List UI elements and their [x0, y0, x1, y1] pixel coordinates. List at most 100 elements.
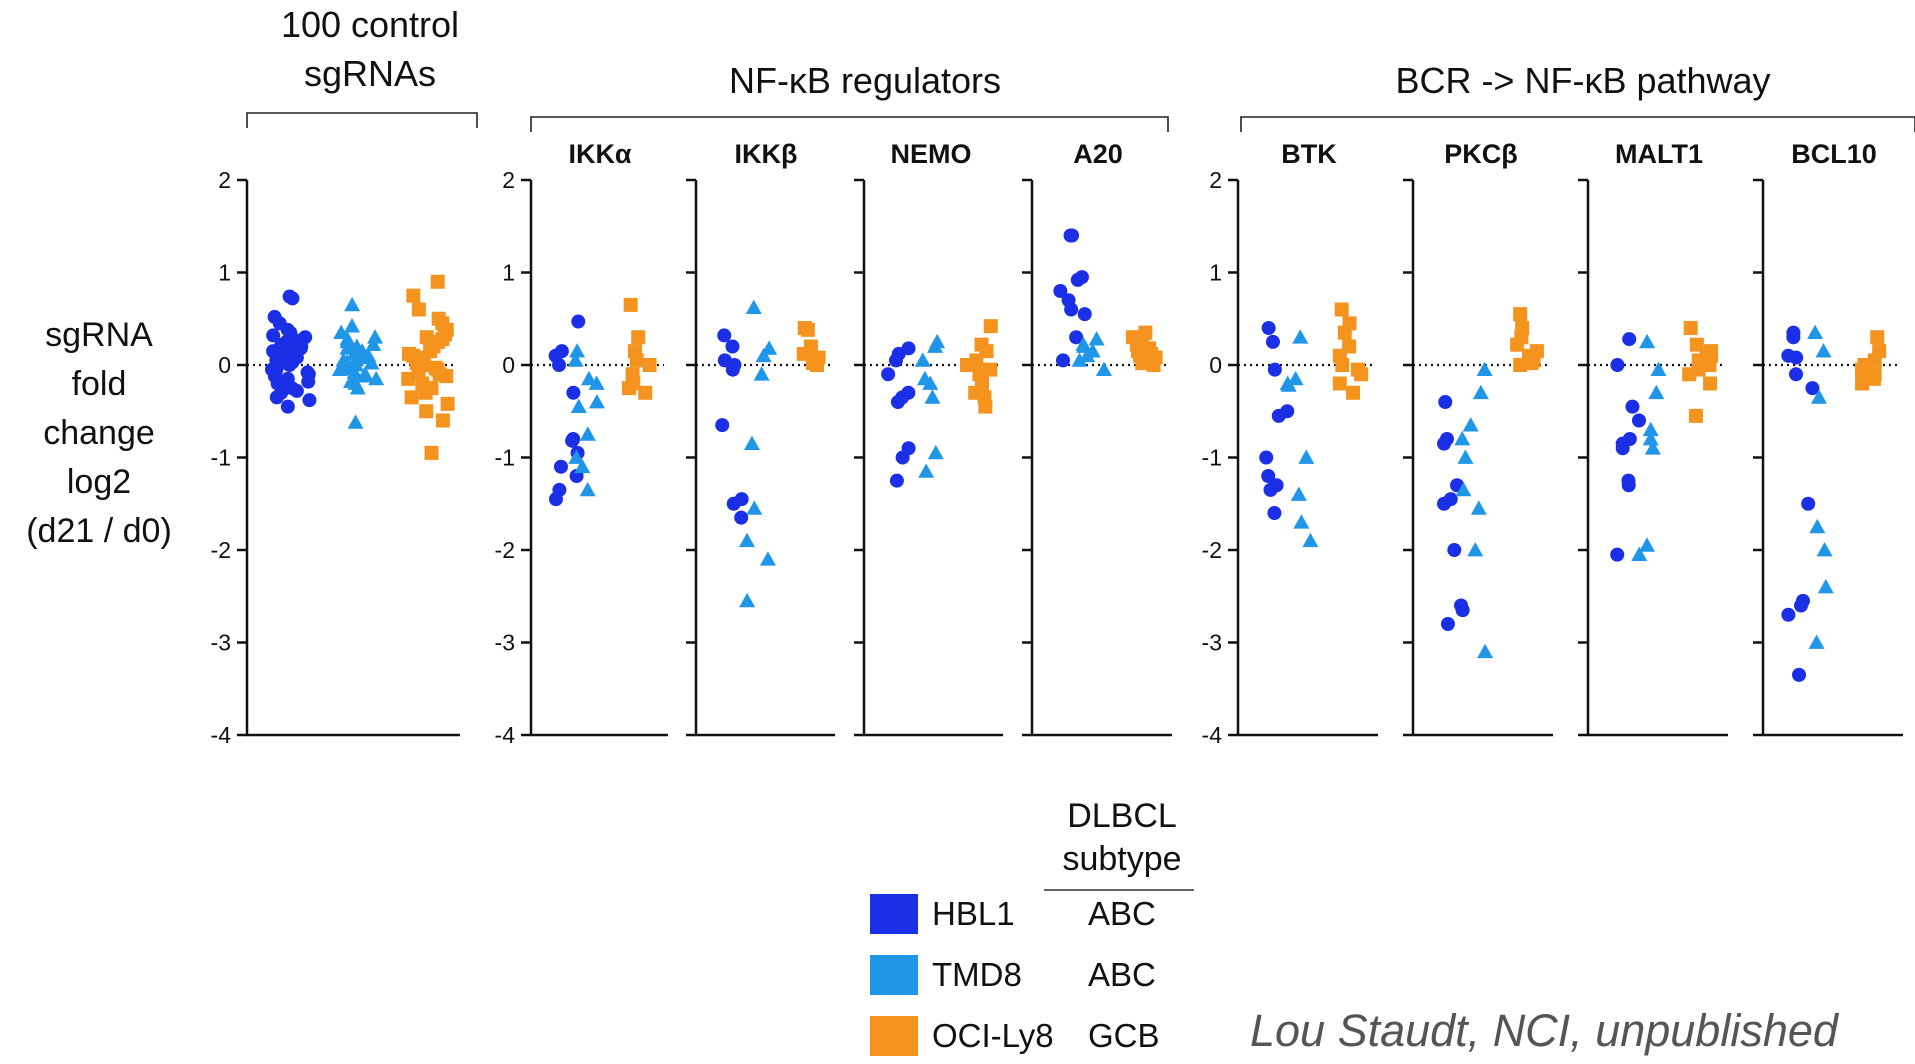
point-ocily8-panel-0 — [418, 385, 433, 400]
group-title-1-line-1: NF-κB regulators — [729, 60, 1001, 101]
panel-1-tick-label: -2 — [495, 537, 515, 563]
point-hbl1-panel-0 — [293, 341, 308, 356]
gene-label-5: BTK — [1281, 139, 1337, 169]
point-hbl1-panel-5 — [1261, 321, 1276, 335]
point-hbl1-panel-0 — [269, 390, 284, 405]
point-tmd8-panel-3 — [927, 338, 944, 353]
point-ocily8-panel-5 — [1354, 367, 1369, 382]
point-hbl1-panel-4 — [1070, 272, 1085, 287]
point-tmd8-panel-0 — [365, 336, 382, 352]
point-tmd8-panel-5 — [1292, 329, 1309, 344]
point-ocily8-panel-8 — [1870, 330, 1885, 345]
point-ocily8-panel-6 — [1513, 307, 1528, 322]
point-ocily8-panel-2 — [810, 358, 825, 372]
point-hbl1-panel-4 — [1077, 307, 1092, 322]
legend-entry-oci-ly8: OCI-Ly8 GCB — [870, 1014, 1200, 1058]
point-tmd8-panel-1 — [579, 481, 596, 497]
point-tmd8-panel-1 — [574, 458, 591, 474]
point-tmd8-panel-8 — [1808, 634, 1825, 649]
point-tmd8-panel-7 — [1631, 546, 1648, 562]
point-ocily8-panel-8 — [1855, 376, 1870, 391]
point-hbl1-panel-5 — [1263, 482, 1278, 497]
point-ocily8-panel-0 — [406, 348, 421, 363]
point-hbl1-panel-8 — [1801, 496, 1816, 511]
point-hbl1-panel-3 — [895, 450, 910, 465]
point-ocily8-panel-7 — [1702, 358, 1717, 372]
legend-swatch-oci-ly8 — [870, 1016, 918, 1056]
point-hbl1-panel-8 — [1789, 367, 1804, 382]
panel-5-tick-label: -4 — [1202, 722, 1223, 748]
point-hbl1-panel-3 — [888, 353, 903, 368]
gene-label-1: IKKα — [568, 139, 631, 169]
point-tmd8-panel-0 — [368, 370, 385, 386]
point-ocily8-panel-0 — [419, 404, 434, 419]
point-tmd8-panel-5 — [1293, 514, 1310, 529]
point-tmd8-panel-2 — [743, 435, 760, 451]
point-tmd8-panel-5 — [1290, 486, 1307, 501]
gene-label-4: A20 — [1073, 139, 1123, 169]
point-tmd8-panel-6 — [1476, 361, 1493, 377]
point-ocily8-panel-7 — [1682, 367, 1697, 382]
panel-1-tick-label: -1 — [495, 445, 515, 471]
point-ocily8-panel-4 — [1146, 358, 1161, 372]
point-ocily8-panel-1 — [622, 381, 637, 396]
point-hbl1-panel-0 — [269, 363, 284, 378]
point-ocily8-panel-0 — [435, 413, 450, 428]
group-bracket-2 — [1240, 116, 1915, 132]
point-tmd8-panel-2 — [755, 347, 772, 363]
point-tmd8-panel-5 — [1280, 377, 1297, 392]
point-tmd8-panel-1 — [567, 352, 584, 367]
point-tmd8-panel-0 — [339, 331, 356, 346]
point-tmd8-panel-8 — [1809, 518, 1826, 534]
point-hbl1-panel-5 — [1261, 469, 1276, 483]
point-tmd8-panel-3 — [918, 463, 935, 478]
gene-label-6: PKCβ — [1444, 139, 1518, 169]
point-tmd8-panel-8 — [1816, 542, 1833, 557]
point-ocily8-panel-1 — [638, 385, 653, 400]
point-tmd8-panel-4 — [1071, 352, 1088, 367]
legend-swatch-tmd8 — [870, 955, 918, 995]
group-title-2-line-1: BCR -> NF-κB pathway — [1395, 60, 1770, 101]
point-tmd8-panel-6 — [1457, 449, 1474, 464]
point-hbl1-panel-2 — [715, 418, 730, 433]
point-hbl1-panel-6 — [1437, 436, 1452, 451]
point-hbl1-panel-6 — [1436, 496, 1451, 511]
point-tmd8-panel-8 — [1807, 324, 1824, 340]
point-tmd8-panel-7 — [1642, 421, 1659, 437]
panel-5-tick-label: -3 — [1202, 630, 1222, 656]
point-ocily8-panel-4 — [1135, 356, 1150, 371]
point-hbl1-panel-0 — [301, 374, 316, 389]
legend-header: DLBCL subtype — [1052, 795, 1192, 881]
point-hbl1-panel-5 — [1271, 408, 1286, 423]
point-tmd8-panel-4 — [1095, 361, 1112, 377]
point-hbl1-panel-8 — [1794, 598, 1809, 613]
point-tmd8-panel-5 — [1298, 449, 1315, 464]
point-hbl1-panel-7 — [1622, 332, 1637, 347]
panel-1-tick-label: 1 — [502, 260, 515, 286]
point-tmd8-panel-7 — [1648, 384, 1665, 400]
panel-5-tick-label: 0 — [1209, 352, 1222, 378]
point-ocily8-panel-0 — [440, 396, 455, 411]
point-tmd8-panel-0 — [344, 318, 361, 333]
point-tmd8-panel-3 — [922, 375, 939, 390]
point-hbl1-panel-2 — [725, 339, 740, 354]
point-hbl1-panel-1 — [552, 358, 567, 372]
panel-1-tick-label: 2 — [502, 167, 515, 193]
point-hbl1-panel-8 — [1792, 667, 1807, 682]
point-hbl1-panel-8 — [1789, 350, 1804, 365]
point-ocily8-panel-0 — [432, 367, 447, 382]
point-tmd8-panel-1 — [568, 449, 585, 464]
point-ocily8-panel-2 — [800, 322, 815, 337]
point-tmd8-panel-7 — [1644, 440, 1661, 455]
y-axis-label-line-4: log2 — [67, 463, 131, 501]
point-tmd8-panel-8 — [1817, 579, 1834, 594]
point-ocily8-panel-0 — [404, 390, 419, 405]
point-tmd8-panel-2 — [739, 592, 756, 608]
point-tmd8-panel-0 — [348, 351, 365, 366]
point-hbl1-panel-0 — [285, 291, 300, 306]
point-hbl1-panel-5 — [1267, 506, 1282, 520]
point-ocily8-panel-7 — [1688, 408, 1703, 423]
point-tmd8-panel-3 — [914, 352, 931, 367]
point-tmd8-panel-6 — [1462, 417, 1479, 432]
